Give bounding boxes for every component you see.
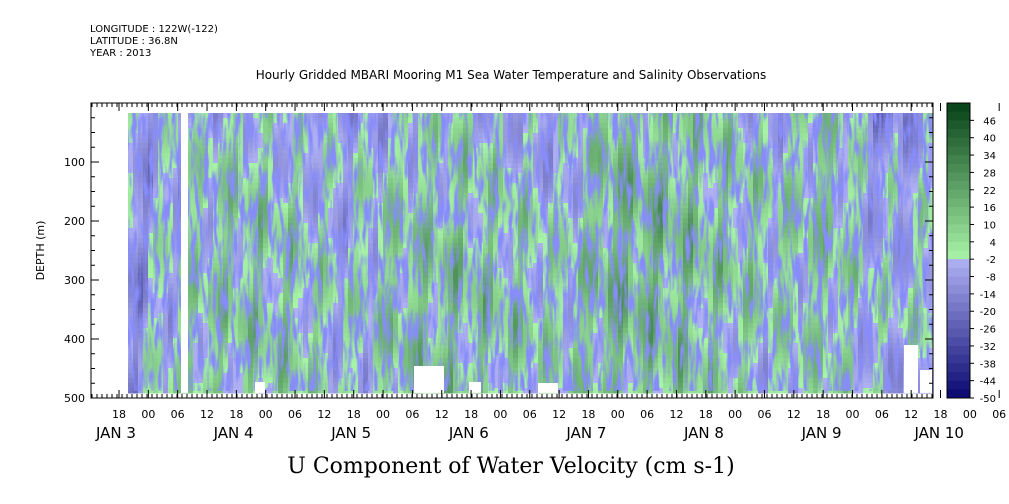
latitude-label: LATITUDE : 36.8N xyxy=(90,36,178,47)
chart-title: Hourly Gridded MBARI Mooring M1 Sea Wate… xyxy=(255,68,767,82)
year-label: YEAR : 2013 xyxy=(90,48,152,59)
metadata-block: LONGITUDE : 122W(-122) LATITUDE : 36.8N … xyxy=(90,24,218,60)
longitude-label: LONGITUDE : 122W(-122) xyxy=(90,24,218,35)
plot-area xyxy=(128,111,933,394)
